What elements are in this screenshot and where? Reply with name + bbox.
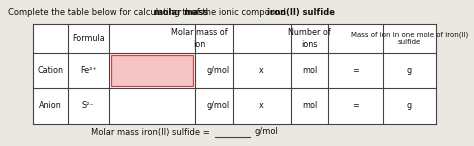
Text: Number of
ions: Number of ions	[288, 28, 331, 49]
Text: Molar mass iron(II) sulfide =: Molar mass iron(II) sulfide =	[91, 127, 213, 137]
Text: Anion: Anion	[39, 101, 62, 111]
Text: Formula: Formula	[72, 34, 104, 43]
Text: g/mol: g/mol	[254, 127, 278, 137]
Text: g/mol: g/mol	[207, 101, 230, 111]
Text: S²⁻: S²⁻	[82, 101, 94, 111]
Text: .: .	[325, 8, 328, 17]
Text: iron(II) sulfide: iron(II) sulfide	[267, 8, 335, 17]
Text: =: =	[352, 101, 359, 111]
Text: x: x	[259, 101, 264, 111]
Text: Cation: Cation	[37, 66, 63, 75]
Text: Complete the table below for calculating the: Complete the table below for calculating…	[8, 8, 198, 17]
Text: mol: mol	[302, 101, 317, 111]
Text: g/mol: g/mol	[207, 66, 230, 75]
Text: g: g	[407, 66, 412, 75]
Text: Fe²⁺: Fe²⁺	[80, 66, 96, 75]
Bar	[110, 55, 193, 86]
Bar	[33, 24, 436, 124]
Text: x: x	[259, 66, 264, 75]
Text: g: g	[407, 101, 412, 111]
Text: =: =	[352, 66, 359, 75]
Text: of the ionic compound: of the ionic compound	[190, 8, 289, 17]
Text: Mass of ion in one mole of iron(II)
sulfide: Mass of ion in one mole of iron(II) sulf…	[351, 32, 468, 46]
Text: molar mass: molar mass	[154, 8, 208, 17]
Text: Molar mass of
ion: Molar mass of ion	[172, 28, 228, 49]
Text: mol: mol	[302, 66, 317, 75]
